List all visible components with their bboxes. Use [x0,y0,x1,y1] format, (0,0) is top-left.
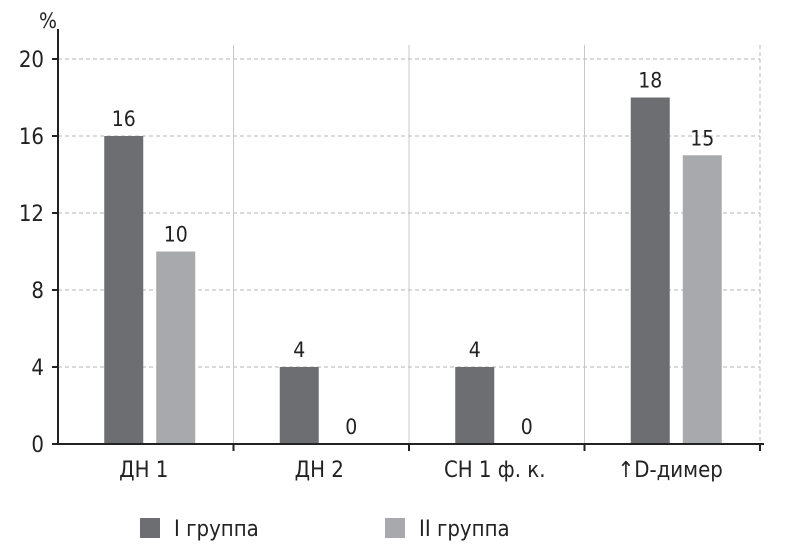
y-tick-label: 4 [31,356,44,381]
data-label: 4 [293,338,305,362]
data-label: 15 [690,126,714,150]
data-label: 0 [521,415,533,439]
bars [104,97,722,444]
labels: 16 10 4 0 4 0 18 15 0 4 8 12 16 20 ДН 1 ДН 2 СН 1 ф. к. ↑… [19,9,723,483]
bar-1-2 [279,367,319,444]
y-tick-label: 20 [19,48,44,73]
data-label: 18 [638,69,662,93]
x-tick-label: ДН 1 [119,458,168,483]
data-label: 0 [345,415,357,439]
bar-2-1 [156,251,196,444]
x-tick-label: СН 1 ф. к. [444,458,546,483]
data-label: 16 [112,107,136,131]
legend-label: I группа [174,517,259,542]
legend-swatch [140,518,160,538]
x-tick-label: ДН 2 [295,458,344,483]
legend-swatch [385,518,405,538]
bar-2-4 [682,155,722,444]
y-tick-label: 16 [19,125,44,150]
bar-1-1 [104,136,144,444]
y-unit-label: % [39,9,57,33]
bar-1-4 [630,97,670,444]
bar-1-3 [455,367,495,444]
y-tick-label: 8 [31,279,44,304]
axes [52,29,764,451]
data-label: 10 [164,223,188,247]
y-tick-label: 0 [31,433,44,458]
legend: I группа II группа [140,517,510,542]
x-tick-label: ↑D-димер [618,458,723,483]
legend-label: II группа [419,517,510,542]
data-label: 4 [469,338,481,362]
y-tick-label: 12 [19,202,44,227]
